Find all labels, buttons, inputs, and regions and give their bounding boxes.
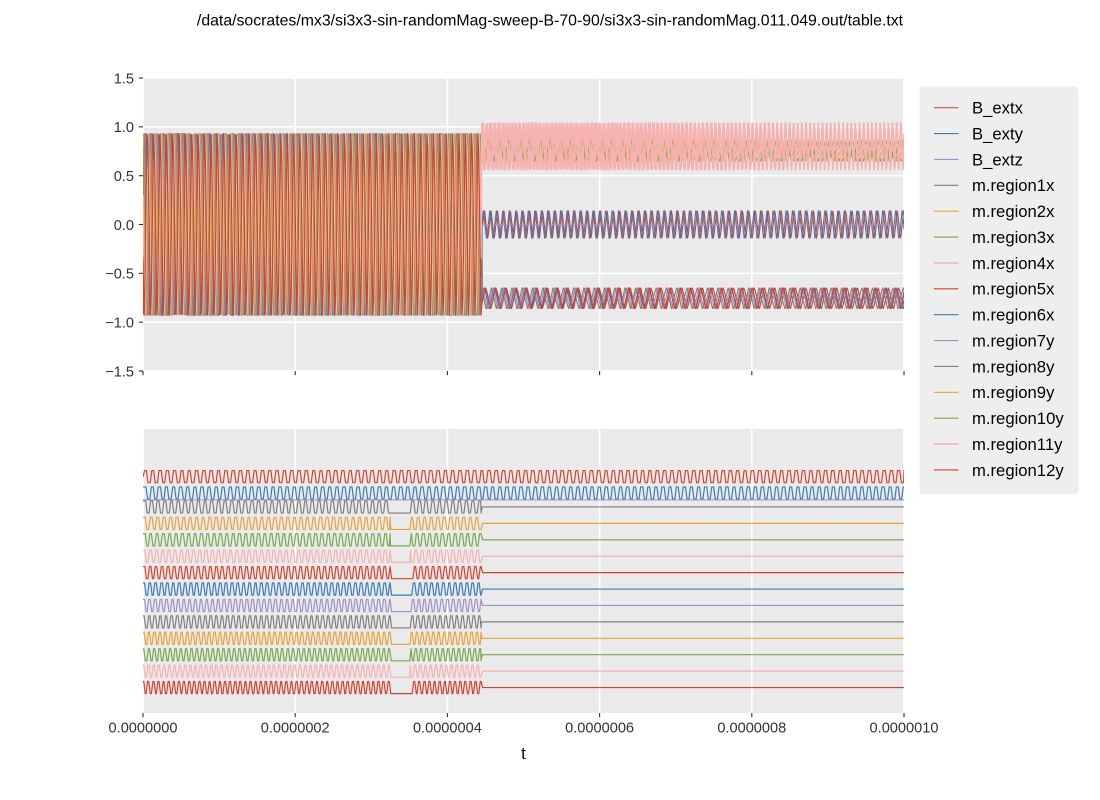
svg-text:m.region11y: m.region11y — [972, 435, 1063, 454]
svg-text:B_extx: B_extx — [972, 99, 1024, 118]
svg-text:−0.5: −0.5 — [105, 267, 134, 283]
svg-text:1.0: 1.0 — [114, 120, 134, 136]
svg-text:m.region7y: m.region7y — [972, 331, 1055, 350]
svg-text:0.0000006: 0.0000006 — [565, 721, 634, 737]
svg-text:0.0: 0.0 — [114, 218, 134, 234]
svg-text:t: t — [521, 744, 526, 763]
svg-text:m.region3x: m.region3x — [972, 228, 1055, 247]
svg-text:0.0000010: 0.0000010 — [870, 721, 939, 737]
svg-text:m.region8y: m.region8y — [972, 357, 1055, 376]
svg-text:0.0000002: 0.0000002 — [261, 721, 330, 737]
svg-text:0.0000000: 0.0000000 — [109, 721, 178, 737]
svg-text:m.region1x: m.region1x — [972, 176, 1055, 195]
svg-text:0.0000008: 0.0000008 — [717, 721, 786, 737]
svg-text:0.5: 0.5 — [114, 169, 134, 185]
svg-text:m.region4x: m.region4x — [972, 254, 1055, 273]
svg-text:m.region6x: m.region6x — [972, 306, 1055, 325]
svg-text:0.0000004: 0.0000004 — [413, 721, 482, 737]
svg-text:m.region12y: m.region12y — [972, 461, 1064, 480]
svg-text:B_exty: B_exty — [972, 124, 1024, 143]
svg-text:1.5: 1.5 — [114, 71, 134, 87]
svg-text:−1.0: −1.0 — [105, 315, 134, 331]
svg-text:/data/socrates/mx3/si3x3-sin-r: /data/socrates/mx3/si3x3-sin-randomMag-s… — [197, 12, 904, 29]
svg-text:−1.5: −1.5 — [105, 364, 134, 380]
svg-text:m.region10y: m.region10y — [972, 409, 1064, 428]
svg-text:m.region5x: m.region5x — [972, 280, 1055, 299]
svg-text:B_extz: B_extz — [972, 150, 1023, 169]
svg-text:m.region9y: m.region9y — [972, 383, 1055, 402]
svg-text:m.region2x: m.region2x — [972, 202, 1055, 221]
